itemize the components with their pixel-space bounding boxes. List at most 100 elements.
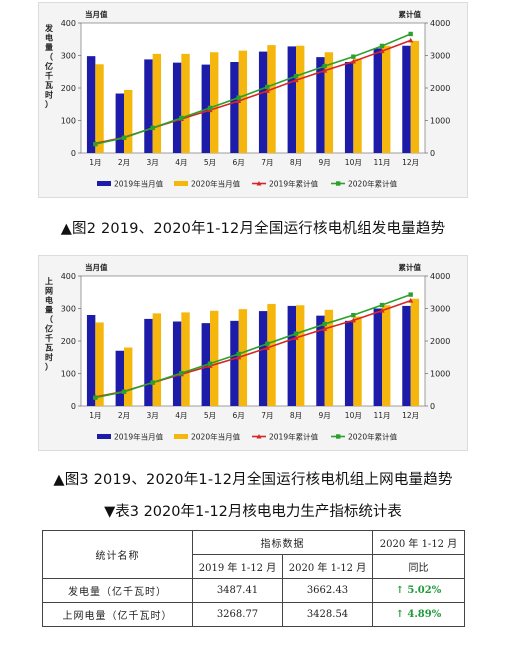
table3-title: ▼表3 2020年1-12月核电电力生产指标统计表 xyxy=(104,504,402,520)
header-indicator-data: 指标数据 xyxy=(192,530,373,555)
bar xyxy=(124,347,133,406)
bar xyxy=(382,305,391,406)
line-point xyxy=(293,77,299,83)
bar xyxy=(172,321,182,406)
x-tick-label: 1月 xyxy=(89,411,101,420)
left-tick-label: 200 xyxy=(61,84,76,93)
right-tick-label: 4000 xyxy=(430,19,450,28)
bar xyxy=(210,310,219,406)
left-tick-label: 0 xyxy=(71,402,76,411)
left-tick-label: 100 xyxy=(61,117,76,126)
bar xyxy=(316,315,325,406)
row-name: 上网电量（亿千瓦时） xyxy=(42,602,193,627)
right-tick-label: 2000 xyxy=(430,337,450,346)
bar xyxy=(373,308,382,406)
chart-generation-svg: 当月值 累计值发电量（亿千瓦时）0100200300400010002000300… xyxy=(44,9,450,189)
bar xyxy=(115,350,124,406)
legend-swatch xyxy=(174,434,188,439)
line-point xyxy=(179,370,184,376)
right-axis-title: 累计值 xyxy=(399,9,422,19)
x-tick-label: 12月 xyxy=(402,158,419,167)
y-axis-label-char: 量 xyxy=(45,42,53,52)
x-tick-label: 4月 xyxy=(175,411,187,420)
y-axis-label-char: 瓦 xyxy=(45,81,53,90)
bar xyxy=(344,62,354,153)
header-period: 2020 年 1-12 月 xyxy=(372,530,465,555)
y-axis-label-char: 电 xyxy=(45,33,53,43)
line-point xyxy=(293,335,299,340)
x-tick-label: 8月 xyxy=(290,158,302,167)
bar xyxy=(382,45,391,153)
y-axis-label-char: 亿 xyxy=(45,324,53,334)
line-point xyxy=(322,68,328,73)
left-tick-label: 100 xyxy=(61,370,76,379)
x-tick-label: 5月 xyxy=(204,158,216,167)
line-point xyxy=(265,341,270,346)
line-point xyxy=(93,141,98,147)
bar xyxy=(86,56,96,153)
y-axis-label-char: 量 xyxy=(45,305,53,315)
y-axis-label-char: 千 xyxy=(45,333,53,343)
line-point xyxy=(408,298,414,303)
bar xyxy=(152,313,162,406)
line-point xyxy=(207,105,213,111)
bar xyxy=(144,59,153,153)
legend-label: 2020年当月值 xyxy=(191,432,241,442)
table-header-row: 统计名称 指标数据 2020 年 1-12 月 xyxy=(42,530,465,579)
line-point xyxy=(322,63,327,69)
bar xyxy=(144,318,153,406)
bar xyxy=(95,64,104,153)
x-tick-label: 12月 xyxy=(402,411,419,420)
legend-swatch xyxy=(97,434,111,439)
line-point xyxy=(351,54,356,59)
legend-marker xyxy=(336,434,341,439)
bar xyxy=(324,52,334,153)
legend-label: 2020年累计值 xyxy=(348,179,398,189)
bar xyxy=(353,316,362,406)
right-axis-title: 累计值 xyxy=(399,262,422,272)
line-point xyxy=(379,308,385,313)
line-point xyxy=(408,292,413,297)
line-point xyxy=(408,31,413,37)
row-value-2019: 3268.77 xyxy=(192,602,283,627)
line-point xyxy=(408,37,414,43)
table-row: 上网电量（亿千瓦时） 3268.77 3428.54 ↑ 4.89% xyxy=(42,602,465,627)
y-axis-label-char: 网 xyxy=(45,287,53,296)
x-tick-label: 9月 xyxy=(319,158,331,167)
chart-grid-output: 当月值 累计值上网电量（亿千瓦时） 0 100 200 300 400 0 1000 2000 30… xyxy=(38,255,468,451)
bar xyxy=(353,58,362,153)
bar xyxy=(316,57,325,153)
bar xyxy=(238,309,248,406)
x-tick-label: 2月 xyxy=(118,158,130,167)
bar xyxy=(324,309,334,406)
x-tick-label: 7月 xyxy=(261,158,273,167)
line-point xyxy=(379,48,385,54)
bar xyxy=(95,322,104,406)
line-point xyxy=(379,302,385,308)
line-point xyxy=(236,95,241,100)
bar xyxy=(296,45,305,153)
bar xyxy=(410,40,420,153)
y-axis-label-char: 发 xyxy=(44,23,54,33)
y-axis-label-char: 瓦 xyxy=(45,344,53,353)
bar xyxy=(402,45,411,153)
row-value-2019: 3487.41 xyxy=(192,578,283,603)
line-point xyxy=(121,389,127,394)
right-tick-label: 1000 xyxy=(430,117,450,126)
x-tick-label: 10月 xyxy=(345,158,362,167)
plot-area xyxy=(80,22,426,154)
left-tick-label: 200 xyxy=(61,337,76,346)
header-yoy: 同比 xyxy=(372,554,465,579)
left-tick-label: 400 xyxy=(61,272,76,281)
figure3-caption: ▲图3 2019、2020年1-12月全国运行核电机组上网电量趋势 xyxy=(53,472,453,488)
line-point xyxy=(293,73,299,79)
bar xyxy=(373,48,382,153)
x-tick-label: 11月 xyxy=(373,411,390,420)
bar xyxy=(210,52,219,153)
x-tick-label: 3月 xyxy=(147,158,159,167)
bar xyxy=(267,45,276,153)
bar xyxy=(152,53,162,153)
line-point xyxy=(351,312,356,318)
bar xyxy=(287,46,296,153)
line-point xyxy=(350,58,356,64)
